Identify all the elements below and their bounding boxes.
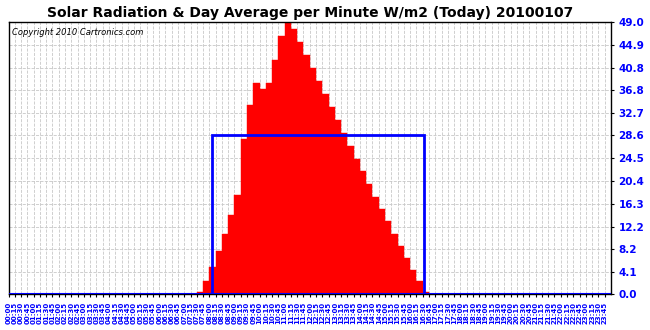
Bar [347,146,354,294]
Bar [417,281,423,294]
Bar [328,107,335,294]
Bar [228,215,235,294]
Bar [216,251,222,294]
Bar [222,234,228,294]
Bar [209,267,216,294]
Bar [254,83,259,294]
Bar [240,139,247,294]
Bar [259,89,266,294]
Bar [247,106,254,294]
Bar [203,281,209,294]
Bar [335,120,341,294]
Text: Copyright 2010 Cartronics.com: Copyright 2010 Cartronics.com [12,28,143,37]
Bar [316,82,322,294]
Bar [410,270,417,294]
Bar [310,68,316,294]
Bar [372,197,379,294]
Bar [285,22,291,294]
Bar [422,292,429,294]
Bar [391,234,398,294]
Bar [360,171,366,294]
Bar [235,195,240,294]
Bar [272,60,278,294]
Bar [341,133,347,294]
Bar [213,136,424,294]
Bar [197,292,203,294]
Bar [266,83,272,294]
Bar [291,29,297,294]
Title: Solar Radiation & Day Average per Minute W/m2 (Today) 20100107: Solar Radiation & Day Average per Minute… [47,6,573,19]
Bar [278,36,285,294]
Bar [354,159,360,294]
Bar [379,209,385,294]
Bar [297,42,304,294]
Bar [385,221,391,294]
Bar [404,258,410,294]
Bar [322,94,328,294]
Bar [366,184,372,294]
Bar [398,246,404,294]
Bar [304,55,310,294]
